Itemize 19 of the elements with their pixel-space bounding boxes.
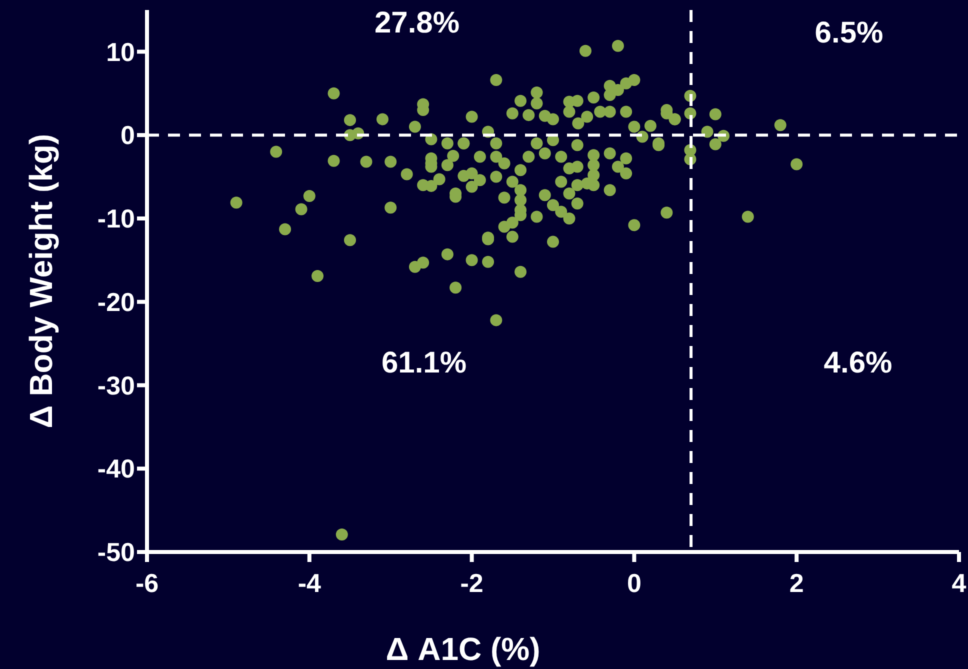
annotation: 27.8%	[374, 6, 460, 40]
y-tick-label: -20	[97, 286, 135, 317]
y-tick-label: -30	[97, 370, 135, 400]
x-tick-label: 4	[952, 568, 967, 598]
x-tick-label: 0	[626, 568, 642, 598]
y-axis-title: Δ Body Weight (kg)	[23, 134, 59, 428]
y-tick-label: 10	[106, 36, 135, 67]
annotation: 61.1%	[381, 346, 467, 380]
y-tick-label: 0	[120, 120, 135, 150]
x-tick-label: -6	[135, 568, 159, 598]
annotation: 4.6%	[824, 346, 892, 380]
y-tick-label: -40	[97, 454, 135, 484]
x-tick-label: 2	[789, 568, 804, 598]
y-tick-label: -50	[97, 537, 135, 568]
annotation: 6.5%	[814, 16, 884, 50]
x-tick-label: -2	[460, 568, 484, 598]
x-axis-title: Δ A1C (%)	[386, 631, 540, 667]
x-tick-label: -4	[298, 568, 322, 598]
y-tick-label: -10	[97, 204, 135, 234]
